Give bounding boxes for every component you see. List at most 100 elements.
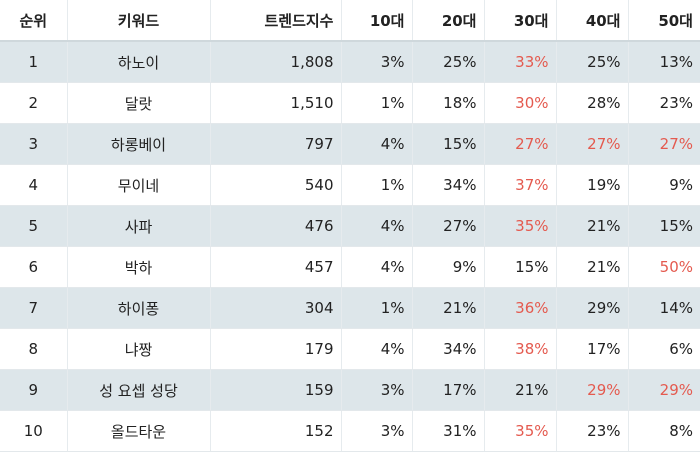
age-10-cell: 3% [341,41,413,83]
header-age-40: 40대 [556,0,629,42]
header-trend-index: 트렌드지수 [210,0,342,42]
rank-cell: 3 [0,123,68,165]
age-50-cell: 29% [628,369,700,411]
age-30-cell: 36% [484,287,557,329]
rank-cell: 9 [0,369,68,411]
table-row: 8 냐짱 179 4% 34% 38% 17% 6% [0,328,700,370]
age-10-cell: 1% [341,82,413,124]
age-50-cell: 9% [628,164,700,206]
age-40-cell: 29% [556,287,629,329]
trend-index-cell: 152 [210,410,342,452]
age-40-cell: 28% [556,82,629,124]
age-20-cell: 25% [412,41,485,83]
age-10-cell: 4% [341,328,413,370]
age-50-cell: 6% [628,328,700,370]
table-row: 3 하롱베이 797 4% 15% 27% 27% 27% [0,123,700,165]
age-40-cell: 29% [556,369,629,411]
table-row: 6 박하 457 4% 9% 15% 21% 50% [0,246,700,288]
trend-index-cell: 797 [210,123,342,165]
age-50-cell: 8% [628,410,700,452]
rank-cell: 8 [0,328,68,370]
age-20-cell: 21% [412,287,485,329]
keyword-cell: 박하 [67,246,211,288]
age-10-cell: 1% [341,164,413,206]
rank-cell: 10 [0,410,68,452]
trend-index-cell: 1,808 [210,41,342,83]
table-row: 5 사파 476 4% 27% 35% 21% 15% [0,205,700,247]
age-50-cell: 50% [628,246,700,288]
age-10-cell: 1% [341,287,413,329]
trend-index-cell: 179 [210,328,342,370]
keyword-cell: 사파 [67,205,211,247]
table-row: 10 올드타운 152 3% 31% 35% 23% 8% [0,410,700,452]
age-10-cell: 3% [341,410,413,452]
table-row: 2 달랏 1,510 1% 18% 30% 28% 23% [0,82,700,124]
keyword-cell: 냐짱 [67,328,211,370]
header-age-10: 10대 [341,0,413,42]
rank-cell: 1 [0,41,68,83]
age-20-cell: 34% [412,164,485,206]
age-30-cell: 38% [484,328,557,370]
age-30-cell: 35% [484,410,557,452]
table-row: 7 하이퐁 304 1% 21% 36% 29% 14% [0,287,700,329]
age-20-cell: 15% [412,123,485,165]
keyword-cell: 달랏 [67,82,211,124]
header-age-50: 50대 [628,0,700,42]
age-40-cell: 17% [556,328,629,370]
rank-cell: 6 [0,246,68,288]
age-30-cell: 30% [484,82,557,124]
header-age-20: 20대 [412,0,485,42]
rank-cell: 5 [0,205,68,247]
rank-cell: 2 [0,82,68,124]
age-20-cell: 17% [412,369,485,411]
age-10-cell: 3% [341,369,413,411]
age-40-cell: 25% [556,41,629,83]
age-40-cell: 19% [556,164,629,206]
age-30-cell: 37% [484,164,557,206]
rank-cell: 7 [0,287,68,329]
age-20-cell: 34% [412,328,485,370]
header-rank: 순위 [0,0,68,42]
age-30-cell: 33% [484,41,557,83]
keyword-cell: 하이퐁 [67,287,211,329]
keyword-cell: 성 요셉 성당 [67,369,211,411]
age-40-cell: 27% [556,123,629,165]
age-40-cell: 21% [556,246,629,288]
trend-index-cell: 159 [210,369,342,411]
age-30-cell: 15% [484,246,557,288]
table-header-row: 순위 키워드 트렌드지수 10대 20대 30대 40대 50대 [0,0,700,42]
age-50-cell: 27% [628,123,700,165]
trend-index-cell: 457 [210,246,342,288]
age-20-cell: 31% [412,410,485,452]
rank-cell: 4 [0,164,68,206]
age-30-cell: 21% [484,369,557,411]
age-30-cell: 27% [484,123,557,165]
table-row: 1 하노이 1,808 3% 25% 33% 25% 13% [0,41,700,83]
keyword-cell: 하롱베이 [67,123,211,165]
age-30-cell: 35% [484,205,557,247]
age-20-cell: 9% [412,246,485,288]
age-40-cell: 23% [556,410,629,452]
trend-index-cell: 304 [210,287,342,329]
age-50-cell: 13% [628,41,700,83]
age-40-cell: 21% [556,205,629,247]
age-10-cell: 4% [341,123,413,165]
header-age-30: 30대 [484,0,557,42]
age-50-cell: 14% [628,287,700,329]
age-50-cell: 15% [628,205,700,247]
age-10-cell: 4% [341,246,413,288]
trend-index-cell: 476 [210,205,342,247]
table-row: 4 무이네 540 1% 34% 37% 19% 9% [0,164,700,206]
age-10-cell: 4% [341,205,413,247]
age-20-cell: 27% [412,205,485,247]
age-50-cell: 23% [628,82,700,124]
keyword-cell: 올드타운 [67,410,211,452]
keyword-cell: 무이네 [67,164,211,206]
keyword-cell: 하노이 [67,41,211,83]
age-20-cell: 18% [412,82,485,124]
trend-index-cell: 1,510 [210,82,342,124]
header-keyword: 키워드 [67,0,211,42]
trend-index-cell: 540 [210,164,342,206]
